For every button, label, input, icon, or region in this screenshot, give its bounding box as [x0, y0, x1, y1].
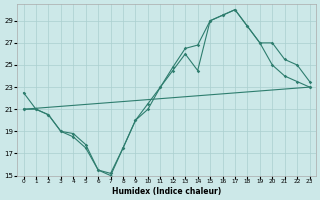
- X-axis label: Humidex (Indice chaleur): Humidex (Indice chaleur): [112, 187, 221, 196]
